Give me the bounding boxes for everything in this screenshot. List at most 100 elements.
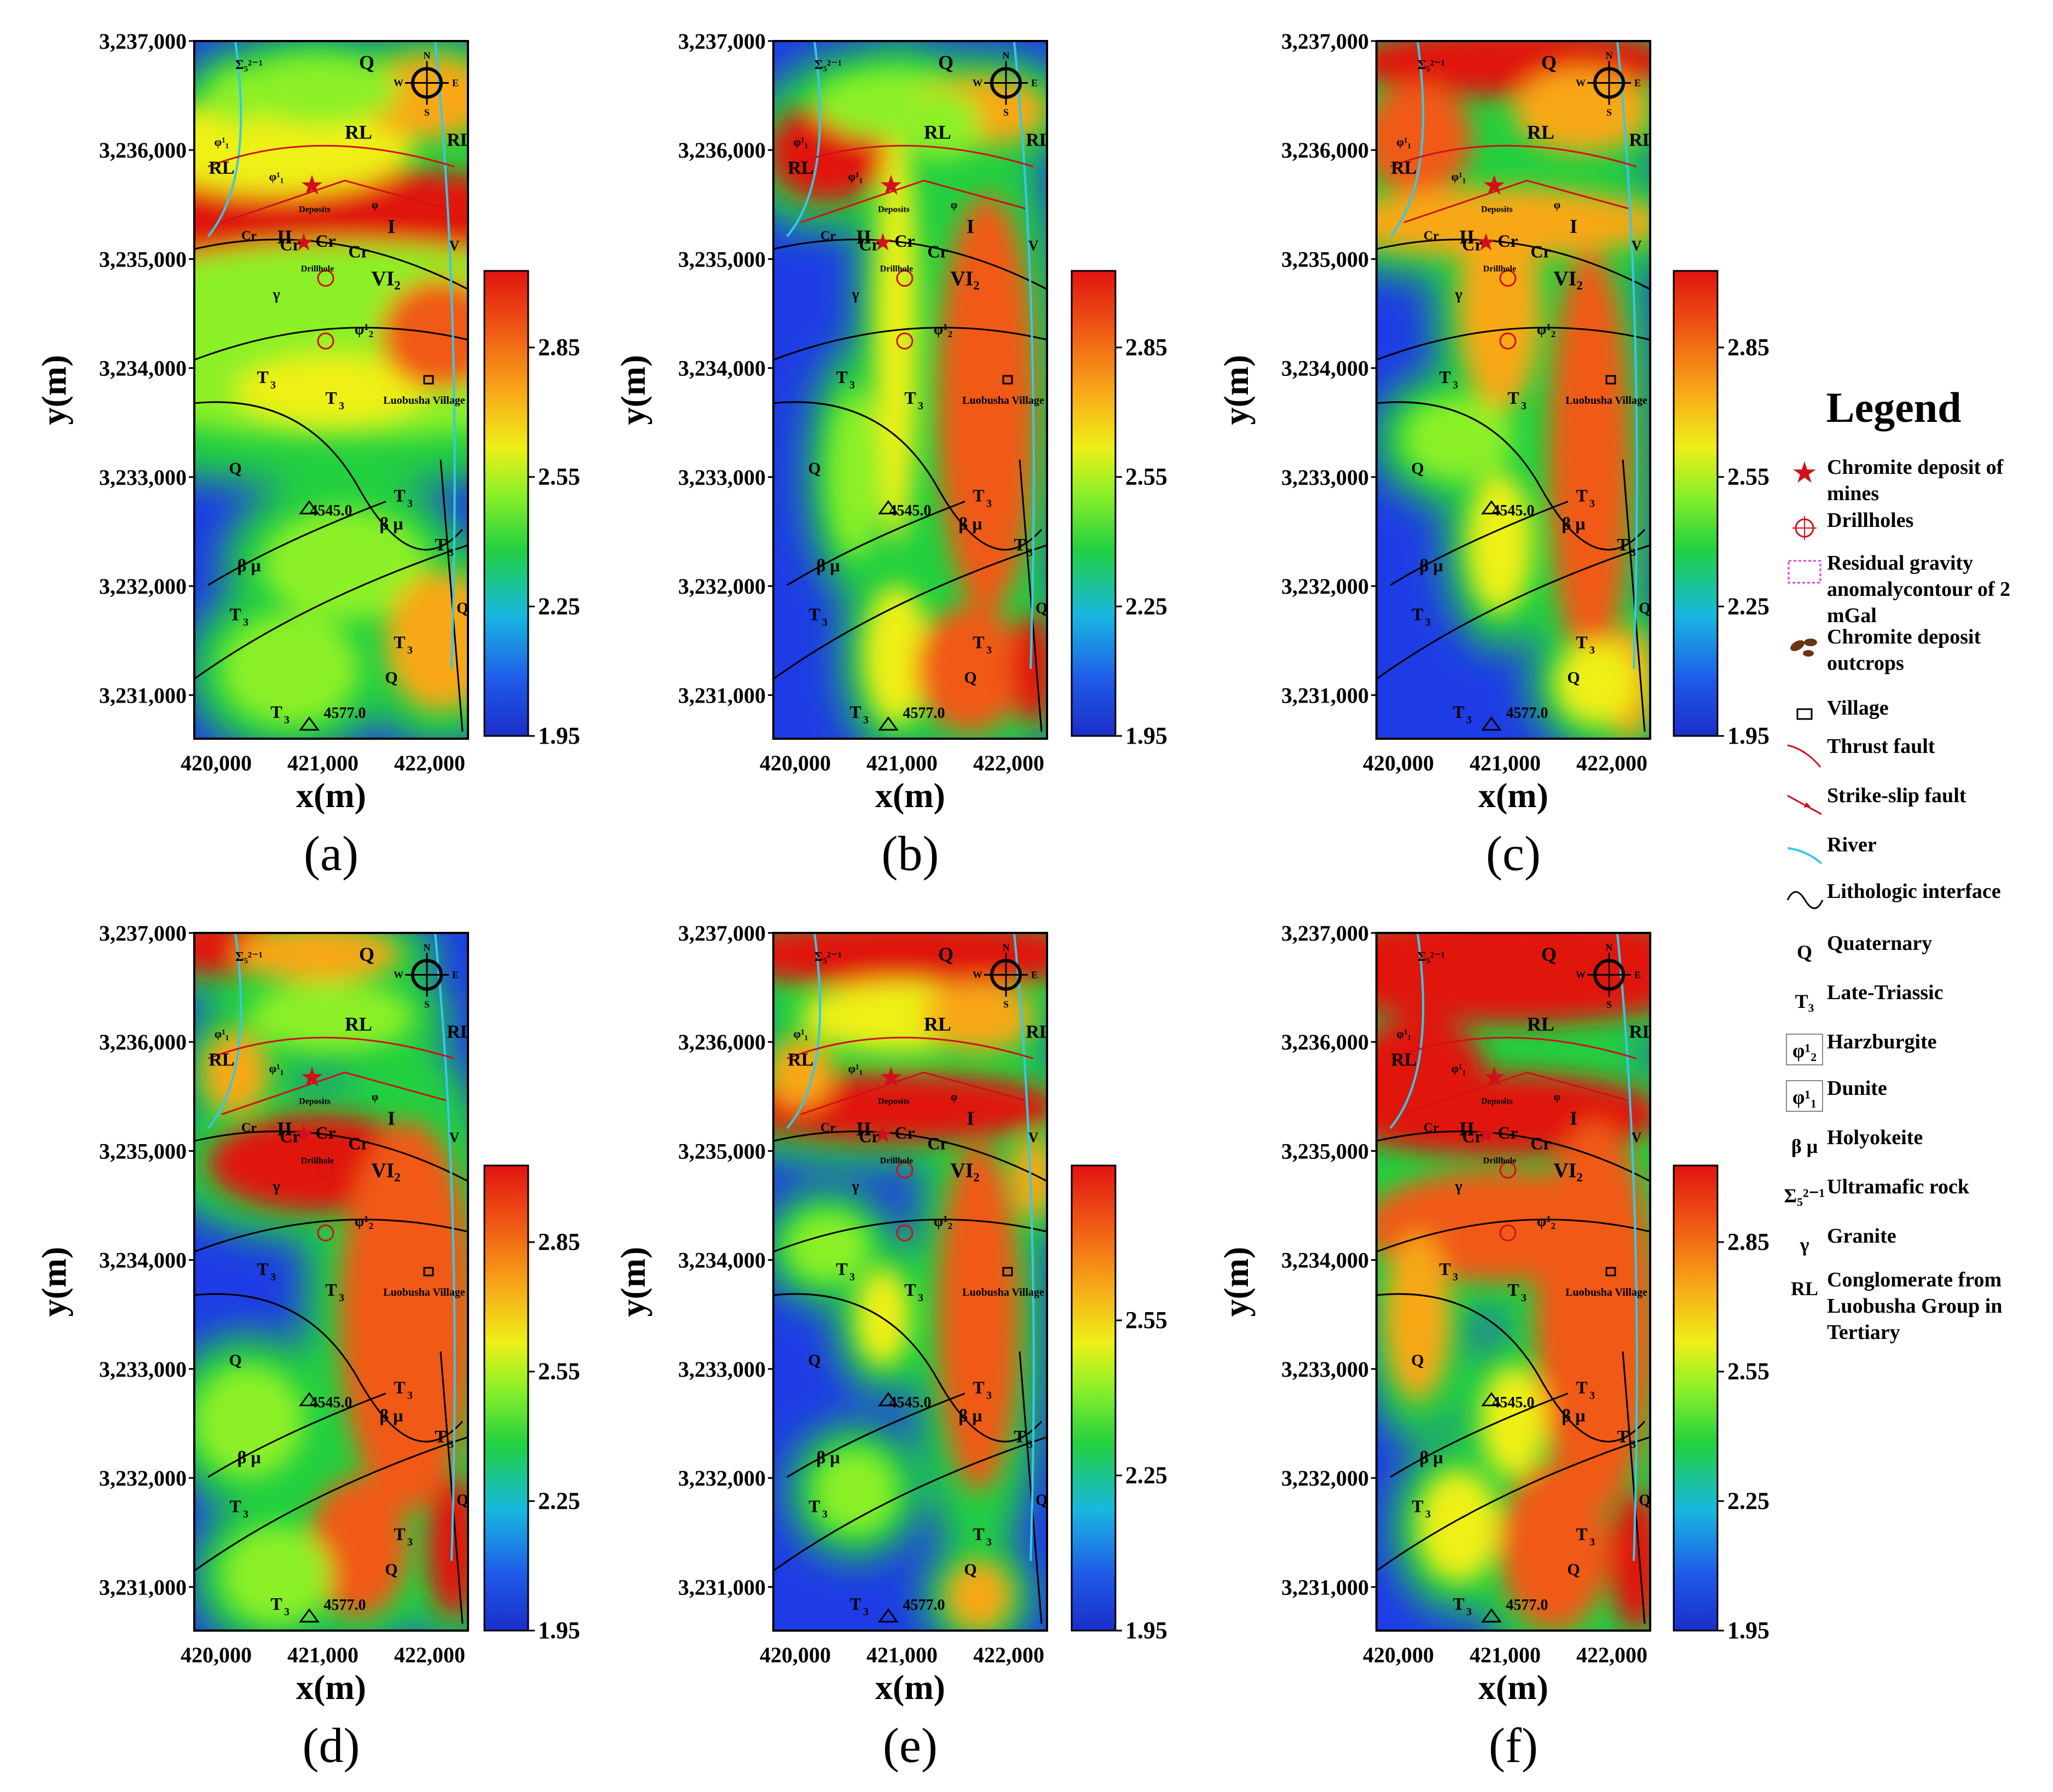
- map-label-t3: T: [1412, 1496, 1423, 1516]
- legend-symbol-litho: [1786, 891, 1824, 909]
- lithologic-lines: [194, 1130, 468, 1624]
- map-label-t3-sub: 3: [448, 547, 454, 559]
- compass-e: E: [452, 78, 459, 89]
- peak-triangle: [299, 1608, 320, 1623]
- anomaly-blob: [1549, 250, 1631, 669]
- legend-item: φ¹₁ Dunite: [1779, 1075, 2052, 1128]
- peak-triangle: [299, 500, 320, 514]
- colorbar-tick-label: 1.95: [538, 1617, 580, 1644]
- map-label-t3-sub: 3: [986, 1390, 992, 1402]
- map-frame: [193, 932, 469, 1632]
- y-tick-label: 3,236,000: [1281, 1030, 1369, 1054]
- y-axis-label: y(m): [34, 355, 73, 425]
- map-label-t3-sub: 3: [849, 1271, 855, 1283]
- strike-slip-fault: [800, 179, 1026, 223]
- map-label: Q: [938, 51, 953, 73]
- map-label: Luobusha Village: [1565, 1286, 1647, 1298]
- y-tick-label: 3,232,000: [1281, 574, 1369, 599]
- legend-symbol-text: T₃: [1795, 990, 1814, 1012]
- y-tick-label: 3,235,000: [1281, 1139, 1369, 1163]
- anomaly-blob: [1554, 641, 1636, 725]
- legend-item-label: Chromite deposit of mines: [1827, 456, 2004, 505]
- map-frame: [1375, 932, 1651, 1632]
- map-label: φ¹₁: [794, 1027, 808, 1040]
- colorbar-tick-label: 2.85: [1727, 1228, 1769, 1255]
- map-label: I: [388, 1107, 395, 1129]
- map-label: VI₂: [371, 1159, 401, 1182]
- map-label: φ¹₁: [269, 1062, 284, 1075]
- colorbar-tick-label: 2.85: [538, 1228, 580, 1255]
- colorbar-tick-label: 2.85: [1125, 334, 1167, 361]
- village-symbol: [1002, 375, 1013, 385]
- map-label: φ¹₂: [934, 1213, 952, 1230]
- river: [434, 41, 456, 669]
- map-label: φ¹₁: [215, 1027, 229, 1040]
- map-label: φ¹₁: [1451, 1062, 1466, 1075]
- anomaly-blob: [773, 1072, 1047, 1143]
- lithologic-interface: [786, 1393, 965, 1478]
- lithologic-interface: [194, 401, 464, 550]
- map-label: 4545.0: [889, 502, 932, 519]
- map-label-t3: T: [1453, 1594, 1464, 1614]
- anomaly-blob: [787, 1212, 869, 1282]
- map-label: Cr: [1424, 1121, 1439, 1135]
- river-lines: [207, 933, 456, 1561]
- legend-symbol-box: φ¹₁: [1786, 1080, 1823, 1112]
- compass-w: W: [394, 78, 403, 89]
- map-label: Q: [456, 600, 469, 617]
- x-tick-label: 420,000: [1363, 1643, 1434, 1667]
- map-label: RL: [1629, 130, 1655, 150]
- lithologic-lines: [773, 1130, 1047, 1624]
- drillhole-symbol: [896, 1162, 913, 1179]
- river: [1616, 933, 1638, 1561]
- anomaly-blob: [924, 982, 1033, 1052]
- y-tick-label: 3,234,000: [99, 1248, 187, 1273]
- map-label: φ¹₁: [1451, 170, 1466, 183]
- y-tick-label: 3,235,000: [678, 1139, 766, 1163]
- anomaly-blob: [1481, 1365, 1546, 1477]
- legend-item: Strike-slip fault: [1779, 782, 2052, 835]
- map-label: Cr: [280, 1127, 300, 1146]
- legend-item-label: Quaternary: [1827, 932, 1933, 955]
- map-label: Cr: [859, 235, 879, 254]
- lithologic-interface: [1019, 459, 1043, 732]
- legend-symbol-text: γ: [1800, 1234, 1809, 1256]
- lithologic-lines: [1377, 239, 1650, 732]
- chromite-star: ★: [300, 1062, 325, 1093]
- panel-letter: (c): [1486, 827, 1541, 881]
- map-label: RL: [924, 121, 951, 143]
- map-label-t3: T: [435, 1426, 446, 1446]
- map-label-t3: T: [973, 1378, 984, 1397]
- map-label: Cr: [315, 1123, 336, 1143]
- legend-symbol-text: RL: [1791, 1278, 1818, 1300]
- colorbar: [1673, 270, 1719, 737]
- y-tick-label: 3,233,000: [1281, 465, 1369, 490]
- map-label-t3: T: [435, 535, 446, 554]
- fault-lines: [1390, 144, 1637, 223]
- legend-symbol-text: φ¹₂: [1792, 1040, 1817, 1062]
- map-label-t3-sub: 3: [1453, 379, 1458, 391]
- map-label-t3: T: [1507, 1280, 1519, 1300]
- map-label-t3: T: [1617, 535, 1628, 554]
- peak-triangle: [299, 1391, 320, 1406]
- map-label: Cr: [1530, 1133, 1551, 1153]
- map-label: β μ: [1420, 1447, 1443, 1467]
- compass-e: E: [1031, 78, 1038, 89]
- map-label: Deposits: [1481, 205, 1513, 214]
- map-label-t3-sub: 3: [1453, 1271, 1458, 1283]
- legend-symbol-text: β μ: [1791, 1135, 1818, 1157]
- legend-symbol-text: β μ: [1791, 1135, 1818, 1157]
- legend: Legend ★ Chromite deposit of mines Drillho…: [1779, 383, 2052, 1477]
- map-label: II: [856, 226, 871, 248]
- anomaly-blob: [222, 613, 358, 725]
- map-label: RL: [447, 1022, 472, 1042]
- map-label: RL: [924, 1013, 951, 1035]
- thrust-fault: [1390, 144, 1637, 167]
- legend-item: T₃ Late-Triassic: [1779, 979, 2052, 1032]
- drillhole-symbol: [1499, 1162, 1517, 1179]
- compass-e: E: [1634, 970, 1641, 981]
- map-label: RL: [345, 1013, 372, 1035]
- y-tick-label: 3,237,000: [1281, 29, 1369, 54]
- anomaly-blob: [1377, 83, 1472, 195]
